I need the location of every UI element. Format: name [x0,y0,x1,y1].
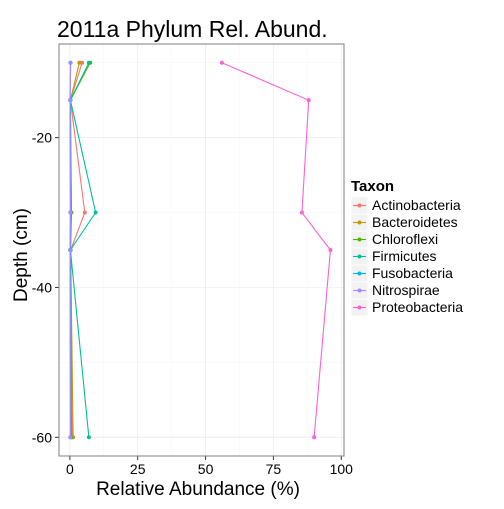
data-point-firmicutes [87,435,91,439]
legend-point-actinobacteria [358,204,362,208]
data-point-proteobacteria [220,61,224,65]
plot-layer: 0 25 50 75 100 -20 -40 -60 [32,44,353,477]
data-point-nitrospirae [69,61,73,65]
data-point-nitrospirae [68,435,72,439]
x-tick-label: 25 [130,461,146,477]
legend: ActinobacteriaBacteroidetesChloroflexiFi… [351,197,463,316]
legend-label-chloroflexi: Chloroflexi [372,231,438,247]
data-point-nitrospirae [68,211,72,215]
x-axis-title: Relative Abundance (%) [96,479,300,500]
y-tick-label: -20 [32,130,52,146]
data-point-proteobacteria [328,248,332,252]
x-tick-label: 75 [266,461,282,477]
legend-label-proteobacteria: Proteobacteria [372,299,463,315]
data-point-proteobacteria [312,435,316,439]
legend-label-fusobacteria: Fusobacteria [372,265,453,281]
legend-point-chloroflexi [358,238,362,242]
y-tick-label: -60 [32,429,52,445]
legend-point-proteobacteria [358,306,362,310]
legend-label-firmicutes: Firmicutes [372,248,437,264]
x-tick-label: 0 [66,461,74,477]
legend-label-actinobacteria: Actinobacteria [372,197,461,213]
legend-point-bacteroidetes [358,221,362,225]
data-point-proteobacteria [300,211,304,215]
legend-point-nitrospirae [358,289,362,293]
data-point-firmicutes [87,61,91,65]
data-point-actinobacteria [83,211,87,215]
y-axis-title: Depth (cm) [11,208,32,302]
data-point-firmicutes [94,211,98,215]
data-point-bacteroidetes [77,61,81,65]
data-point-nitrospirae [68,98,72,102]
legend-label-nitrospirae: Nitrospirae [372,282,440,298]
x-tick-label: 100 [330,461,354,477]
legend-point-firmicutes [358,255,362,259]
data-point-nitrospirae [68,248,72,252]
legend-title: Taxon [351,178,394,195]
legend-label-bacteroidetes: Bacteroidetes [372,214,458,230]
x-tick-label: 50 [198,461,214,477]
plot-panel [59,44,344,456]
y-tick-label: -40 [32,279,52,295]
data-point-proteobacteria [307,98,311,102]
legend-point-fusobacteria [358,272,362,276]
chart-title: 2011a Phylum Rel. Abund. [57,16,328,42]
